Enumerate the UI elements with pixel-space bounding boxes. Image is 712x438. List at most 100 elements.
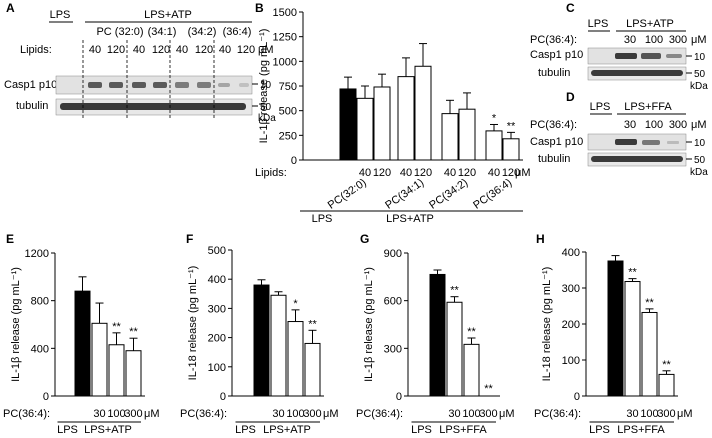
chart-h-x-tick-label: 30 <box>626 408 638 420</box>
chart-f-y-tick-label: 200 <box>208 333 226 345</box>
chart-b-bar <box>397 76 415 161</box>
chart-h-pc-label: PC(36:4): <box>534 408 581 420</box>
chart-b-y-tick-label: 750 <box>279 81 297 93</box>
chart-g-y-tick-label: 0 <box>396 391 402 403</box>
chart-b-y-tick-label: 1000 <box>273 56 297 68</box>
panel-letter-f: F <box>186 232 193 246</box>
chart-b-bar <box>339 88 357 161</box>
chart-h-lps-label: LPS <box>589 424 610 436</box>
chart-b-group-label: PC(36:4) <box>471 177 514 212</box>
chart-h-stim-label: LPS+FFA <box>617 424 665 436</box>
chart-b-bar <box>356 97 374 161</box>
panel-letter-g: G <box>360 232 369 246</box>
chart-g-unit: μM <box>499 408 515 420</box>
panel-letter-c: C <box>566 1 575 15</box>
chart-b-x-tick-label: 40 <box>359 167 371 179</box>
chart-b-group-label: PC(32:0) <box>326 177 369 212</box>
chart-h-y-tick-label: 400 <box>562 247 580 259</box>
chart-b-x-tick-label: 120 <box>458 167 476 179</box>
blot-a-conc-2: 120 <box>107 44 125 56</box>
panel-letter-b: B <box>255 1 264 15</box>
chart-f-bar <box>287 321 304 397</box>
chart-f-bar <box>253 284 270 397</box>
chart-h-significance: ** <box>628 267 637 279</box>
chart-b-x-tick-label: 40 <box>400 167 412 179</box>
chart-f-lps-label: LPS <box>235 424 256 436</box>
chart-e-significance: ** <box>129 326 138 338</box>
chart-f-significance: ** <box>308 318 317 330</box>
chart-e-bar <box>108 344 125 397</box>
chart-b-bar <box>441 113 459 161</box>
blot-d-conc-300: 300 <box>669 119 687 131</box>
chart-g-stim-label: LPS+FFA <box>439 424 487 436</box>
chart-panel-h: H 0 100 200 300 400 IL-18 release (pg mL⁻¹) ** *… <box>534 232 693 436</box>
chart-h-bar <box>658 373 675 397</box>
chart-b-significance: ** <box>507 120 516 132</box>
chart-h-x-tick-label: 300 <box>657 408 675 420</box>
blot-a-conc-7: 40 <box>219 44 231 56</box>
chart-f-bar <box>304 342 321 397</box>
blot-c-marker-50: 50 <box>694 69 706 80</box>
chart-f-x-tick-label: 100 <box>286 408 304 420</box>
blot-d-stim-label: LPS+FFA <box>624 101 672 113</box>
chart-e-lps-label: LPS <box>57 424 78 436</box>
chart-b-group-label: PC(34:2) <box>427 177 470 212</box>
blot-a-conc-5: 40 <box>176 44 188 56</box>
chart-b-bar <box>373 86 391 161</box>
chart-h-y-tick-label: 0 <box>574 391 580 403</box>
panel-letter-e: E <box>6 232 14 246</box>
chart-h-bar <box>641 311 658 397</box>
chart-b-unit: μM <box>515 167 531 179</box>
blot-c-conc-300: 300 <box>669 34 687 46</box>
chart-b-y-tick-label: 250 <box>279 130 297 142</box>
chart-h-y-tick-label: 100 <box>562 355 580 367</box>
chart-g-y-tick-label: 600 <box>384 296 402 308</box>
chart-f-x-tick-label: 300 <box>303 408 321 420</box>
chart-e-bar <box>125 350 142 397</box>
chart-g-y-axis-label: IL-1β release (pg mL⁻¹) <box>363 267 375 382</box>
chart-f-significance: * <box>293 298 298 310</box>
panel-letter-h: H <box>536 232 545 246</box>
chart-e-y-tick-label: 800 <box>31 296 49 308</box>
chart-b-y-axis-label: IL-1β release (pg mL⁻¹) <box>258 29 270 144</box>
blot-c-conc-100: 100 <box>645 34 663 46</box>
chart-g-significance: ** <box>450 285 459 297</box>
chart-f-y-tick-label: 100 <box>208 362 226 374</box>
chart-f-y-tick-label: 500 <box>208 245 226 257</box>
blot-a-row-casp1: Casp1 p10 <box>4 79 57 91</box>
chart-h-significance: ** <box>662 359 671 371</box>
chart-b-lipids-label: Lipids: <box>255 167 287 179</box>
blot-d-kda: kDa <box>690 167 708 178</box>
chart-e-bar <box>91 322 108 397</box>
chart-b-significance: * <box>492 112 497 124</box>
chart-h-x-tick-label: 100 <box>640 408 658 420</box>
blot-a-group-4: (36:4) <box>223 26 252 38</box>
blot-a-group-2: (34:1) <box>148 26 177 38</box>
chart-g-significance: ** <box>484 383 493 395</box>
chart-f-y-tick-label: 0 <box>220 391 226 403</box>
chart-f-bar <box>270 294 287 397</box>
chart-h-y-tick-label: 300 <box>562 283 580 295</box>
chart-b-x-tick-label: 120 <box>502 167 520 179</box>
chart-b-lps-label: LPS <box>312 213 333 225</box>
chart-e-significance: ** <box>112 321 121 333</box>
chart-e-x-tick-label: 30 <box>93 408 105 420</box>
blot-a-group-1: PC (32:0) <box>96 26 143 38</box>
chart-f-pc-label: PC(36:4): <box>180 408 227 420</box>
chart-h-significance: ** <box>645 297 654 309</box>
chart-b-x-tick-label: 120 <box>373 167 391 179</box>
chart-b-y-tick-label: 1250 <box>273 32 297 44</box>
blot-a-conc-8: 120 <box>237 44 255 56</box>
blot-panel-c: C LPS LPS+ATP PC(36:4): 30 100 300 μM Ca… <box>530 1 708 92</box>
blot-a-marker-50: 50 <box>260 102 272 113</box>
chart-b-y-tick-label: 0 <box>291 155 297 167</box>
chart-b-x-tick-label: 40 <box>488 167 500 179</box>
chart-h-bar <box>624 281 641 397</box>
panel-letter-d: D <box>566 90 575 104</box>
chart-g-bar <box>429 273 446 397</box>
blot-panel-a: A LPS LPS+ATP PC (32:0) (34:1) (34:2) (3… <box>4 1 276 124</box>
blot-a-conc-6: 120 <box>195 44 213 56</box>
chart-g-x-tick-label: 30 <box>448 408 460 420</box>
chart-e-bar <box>74 290 91 397</box>
